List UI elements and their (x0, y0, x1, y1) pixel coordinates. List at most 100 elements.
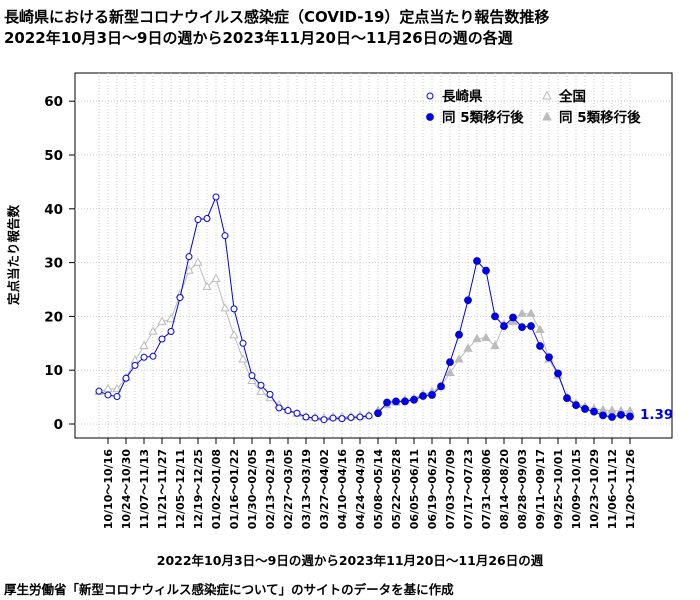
data-point (230, 305, 238, 313)
x-tick-label: 11/06～11/12 (606, 449, 619, 529)
y-tick-label: 10 (44, 363, 63, 379)
x-tick-label: 05/08～05/14 (372, 449, 385, 530)
y-tick-label: 50 (44, 148, 63, 164)
data-point (320, 416, 328, 424)
data-point (481, 332, 491, 342)
x-tick-label: 10/09～10/15 (570, 449, 583, 529)
legend-marker (542, 111, 552, 121)
data-point (302, 413, 310, 421)
legend-item: 全国 (542, 88, 586, 105)
data-point (220, 303, 230, 312)
data-point (212, 193, 220, 201)
data-point (293, 409, 301, 417)
x-tick-label: 06/05～06/11 (408, 449, 421, 529)
x-axis-label: 2022年10月3日〜9日の週から2023年11月20日〜11月26日の週 (156, 553, 544, 568)
series-2 (374, 257, 634, 421)
series-layer (94, 193, 635, 424)
data-point (599, 411, 607, 420)
source-note: 厚生労働省「新型コロナウィルス感染症について」のサイトのデータを基に作成 (4, 582, 454, 597)
x-tick-label: 04/24～04/30 (354, 449, 367, 530)
series-line (377, 259, 631, 418)
y-axis-label: 定点当たり報告数 (6, 205, 21, 307)
data-point (266, 390, 274, 398)
x-tick-label: 08/14～08/20 (498, 449, 511, 530)
data-point (617, 410, 625, 419)
data-point (455, 330, 463, 339)
data-point (491, 312, 499, 321)
data-point (184, 265, 194, 274)
data-point (238, 354, 248, 363)
x-axis: 10/10～10/16 10/24～10/30 11/07～11/13 11/21～1… (102, 438, 637, 529)
data-point (221, 232, 229, 240)
data-point (203, 214, 211, 222)
x-tick-label: 02/27～03/05 (282, 449, 295, 529)
data-point (518, 323, 526, 332)
data-point (527, 322, 535, 330)
legend-marker (542, 90, 552, 100)
data-point (356, 413, 364, 421)
data-point (157, 316, 167, 325)
data-point (185, 253, 193, 261)
chart-title: 長崎県における新型コロナウイルス感染症（COVID-19）定点当たり報告数推移 (4, 8, 550, 26)
data-point (490, 340, 500, 350)
data-point (526, 308, 536, 317)
x-tick-label: 07/31～08/06 (480, 449, 493, 530)
x-tick-label: 08/28～09/03 (516, 449, 529, 529)
plot-area (74, 72, 673, 439)
data-point (392, 397, 400, 406)
data-point (103, 383, 113, 393)
data-point (275, 404, 283, 412)
data-point (158, 335, 166, 343)
y-tick-label: 0 (54, 417, 63, 433)
data-point (311, 414, 319, 422)
y-tick-label: 60 (44, 94, 63, 110)
x-tick-label: 01/30～02/05 (246, 449, 259, 529)
data-point (383, 398, 391, 407)
x-tick-label: 07/17～07/23 (462, 449, 475, 529)
x-tick-label: 12/05～12/11 (174, 449, 187, 529)
data-point (338, 415, 346, 423)
data-point (193, 257, 203, 266)
y-tick-label: 20 (44, 309, 63, 325)
legend-item: 長崎県 (426, 88, 483, 105)
legend-label: 同 5類移行後 (442, 109, 524, 126)
legend: 長崎県 全国同 5類移行後 同 5類移行後 (426, 88, 641, 126)
data-point (257, 381, 265, 389)
grid (75, 73, 672, 438)
x-tick-label: 11/20～11/26 (624, 449, 637, 530)
data-point (248, 372, 256, 380)
data-point (572, 401, 580, 410)
data-point (166, 313, 176, 323)
legend-marker (426, 113, 434, 121)
data-point (419, 392, 427, 400)
data-point (626, 412, 634, 421)
data-point (554, 369, 562, 378)
data-point (176, 294, 184, 302)
x-tick-label: 12/19～12/25 (192, 449, 205, 529)
data-point (607, 405, 617, 414)
data-point (428, 391, 436, 399)
legend-label: 全国 (558, 88, 586, 105)
x-tick-label: 01/02～01/08 (210, 449, 223, 529)
data-point (545, 353, 553, 362)
data-point (536, 342, 544, 350)
x-tick-label: 03/27～04/02 (318, 449, 331, 529)
x-tick-label: 06/19～06/25 (426, 449, 439, 529)
data-point (202, 281, 212, 290)
data-point (256, 386, 266, 395)
data-point (500, 322, 508, 330)
data-point (401, 397, 409, 406)
data-point (446, 358, 454, 367)
data-point (437, 382, 445, 391)
y-tick-label: 40 (44, 202, 63, 218)
series-0 (95, 193, 373, 424)
data-point (95, 387, 103, 395)
data-point (608, 413, 616, 421)
legend-label: 長崎県 (442, 88, 483, 105)
data-point (122, 374, 130, 382)
data-point (347, 414, 355, 422)
data-point (139, 340, 149, 350)
x-tick-label: 03/13～03/19 (300, 449, 313, 529)
x-tick-label: 02/13～02/19 (264, 449, 277, 529)
